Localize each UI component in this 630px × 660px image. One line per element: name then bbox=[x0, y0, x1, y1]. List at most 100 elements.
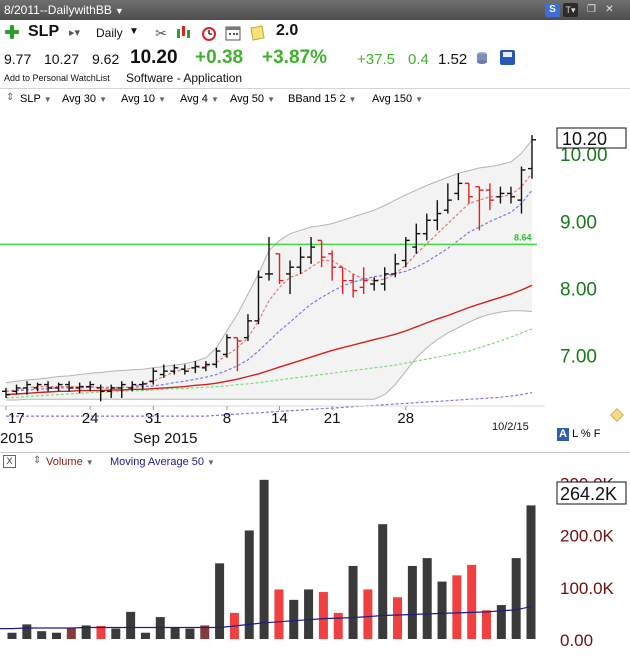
calendar-icon[interactable] bbox=[224, 24, 242, 42]
volume-bar[interactable] bbox=[496, 605, 506, 639]
chevron-down-icon[interactable]: ▼ bbox=[129, 26, 139, 37]
ohlc-bar[interactable] bbox=[433, 200, 442, 231]
volume-bar[interactable] bbox=[244, 530, 254, 639]
ohlc-bar[interactable] bbox=[443, 183, 452, 214]
ohlc-bar[interactable] bbox=[65, 381, 74, 392]
ohlc-bar[interactable] bbox=[170, 364, 179, 375]
ohlc-bar[interactable] bbox=[496, 186, 505, 204]
volume-bar[interactable] bbox=[170, 627, 180, 639]
ohlc-bar[interactable] bbox=[86, 381, 95, 392]
close-pane-icon[interactable]: X bbox=[3, 455, 16, 468]
ohlc-bar[interactable] bbox=[380, 267, 389, 291]
volume-bar[interactable] bbox=[422, 558, 432, 639]
volume-bar[interactable] bbox=[318, 592, 328, 639]
ohlc-bar[interactable] bbox=[506, 186, 515, 204]
ohlc-bar[interactable] bbox=[212, 347, 221, 368]
ohlc-bar[interactable] bbox=[464, 182, 473, 204]
ohlc-bar[interactable] bbox=[286, 260, 295, 295]
tv-button[interactable]: T▾ bbox=[563, 3, 578, 17]
log-scale-button[interactable]: L bbox=[572, 428, 578, 440]
ohlc-bar[interactable] bbox=[517, 166, 526, 214]
volume-bar[interactable] bbox=[333, 612, 343, 639]
volume-bar[interactable] bbox=[37, 631, 47, 639]
volume-bar[interactable] bbox=[437, 581, 447, 639]
ohlc-bar[interactable] bbox=[338, 266, 347, 295]
ohlc-bar[interactable] bbox=[422, 213, 431, 241]
ohlc-bar[interactable] bbox=[328, 250, 337, 281]
restore-icon[interactable]: ❐ bbox=[587, 4, 596, 15]
alarm-clock-icon[interactable] bbox=[200, 24, 218, 42]
ohlc-bar[interactable] bbox=[265, 237, 273, 281]
legend-item[interactable]: Avg 30 ▼ bbox=[62, 93, 107, 105]
ohlc-bar[interactable] bbox=[54, 382, 63, 392]
ohlc-bar[interactable] bbox=[275, 253, 284, 284]
legend-item[interactable]: Avg 50 ▼ bbox=[230, 93, 275, 105]
volume-bar[interactable] bbox=[66, 627, 76, 639]
close-icon[interactable]: ✕ bbox=[605, 4, 614, 15]
grip-icon[interactable]: ⇕ bbox=[6, 92, 15, 103]
ohlc-bar[interactable] bbox=[401, 237, 410, 268]
volume-bar[interactable] bbox=[511, 558, 521, 639]
ohlc-bar[interactable] bbox=[233, 336, 242, 372]
ohlc-bar[interactable] bbox=[454, 173, 463, 201]
ohlc-bar[interactable] bbox=[128, 381, 137, 392]
period-select[interactable]: Daily bbox=[96, 26, 123, 40]
volume-bar[interactable] bbox=[393, 597, 403, 639]
add-to-watchlist-link[interactable]: Add to Personal WatchList bbox=[4, 73, 110, 83]
ohlc-bar[interactable] bbox=[201, 361, 210, 372]
volume-bar[interactable] bbox=[51, 632, 61, 639]
volume-bar[interactable] bbox=[363, 589, 373, 639]
volume-bar[interactable] bbox=[22, 624, 32, 639]
ohlc-bar[interactable] bbox=[23, 381, 32, 395]
ohlc-bar[interactable] bbox=[475, 186, 484, 231]
database-icon[interactable] bbox=[476, 51, 488, 65]
add-symbol-icon[interactable] bbox=[4, 24, 20, 40]
fit-button[interactable]: F bbox=[593, 428, 601, 440]
ohlc-bar[interactable] bbox=[2, 387, 10, 398]
ohlc-bar[interactable] bbox=[243, 314, 252, 341]
candles-icon[interactable] bbox=[175, 24, 193, 42]
ohlc-bar[interactable] bbox=[159, 364, 168, 378]
ohlc-bar[interactable] bbox=[412, 223, 421, 254]
volume-bar[interactable] bbox=[482, 610, 492, 639]
volume-bar[interactable] bbox=[304, 589, 314, 639]
volume-legend-item[interactable]: Volume ▼ bbox=[46, 456, 94, 468]
note-icon[interactable] bbox=[248, 24, 266, 42]
ohlc-bar[interactable] bbox=[96, 384, 105, 402]
ohlc-bar[interactable] bbox=[138, 381, 147, 390]
ohlc-bar[interactable] bbox=[528, 135, 536, 179]
legend-item[interactable]: Avg 4 ▼ bbox=[180, 93, 219, 105]
volume-bar[interactable] bbox=[452, 575, 462, 639]
volume-bar[interactable] bbox=[96, 625, 106, 639]
ohlc-bar[interactable] bbox=[222, 334, 231, 358]
volume-bar[interactable] bbox=[274, 589, 284, 639]
ohlc-bar[interactable] bbox=[307, 237, 316, 264]
ohlc-bar[interactable] bbox=[149, 367, 158, 385]
auto-scale-button[interactable]: A bbox=[557, 428, 569, 441]
ohlc-bar[interactable] bbox=[75, 382, 84, 394]
ohlc-bar[interactable] bbox=[485, 183, 494, 211]
volume-bar[interactable] bbox=[81, 625, 91, 639]
ohlc-bar[interactable] bbox=[370, 277, 379, 291]
ohlc-bar[interactable] bbox=[391, 253, 400, 278]
ohlc-bar[interactable] bbox=[254, 270, 263, 325]
ohlc-bar[interactable] bbox=[349, 273, 358, 298]
ohlc-bar[interactable] bbox=[317, 239, 326, 268]
percent-scale-button[interactable]: % bbox=[580, 428, 591, 440]
ma-legend-item[interactable]: Moving Average 50 ▼ bbox=[110, 456, 215, 468]
volume-bar[interactable] bbox=[200, 625, 210, 639]
legend-item[interactable]: BBand 15 2 ▼ bbox=[288, 93, 356, 105]
ohlc-bar[interactable] bbox=[117, 381, 126, 398]
volume-bar[interactable] bbox=[259, 479, 269, 639]
volume-bar[interactable] bbox=[140, 632, 150, 639]
volume-bar[interactable] bbox=[467, 564, 477, 639]
symbol-label[interactable]: SLP bbox=[28, 23, 60, 40]
ohlc-bar[interactable] bbox=[191, 361, 200, 374]
legend-item[interactable]: Avg 10 ▼ bbox=[121, 93, 166, 105]
flag-icon[interactable]: ▸▾ bbox=[69, 27, 81, 39]
volume-bar[interactable] bbox=[407, 565, 417, 639]
legend-item[interactable]: SLP ▼ bbox=[20, 93, 52, 105]
volume-bar[interactable] bbox=[185, 628, 195, 639]
ohlc-bar[interactable] bbox=[107, 384, 116, 398]
